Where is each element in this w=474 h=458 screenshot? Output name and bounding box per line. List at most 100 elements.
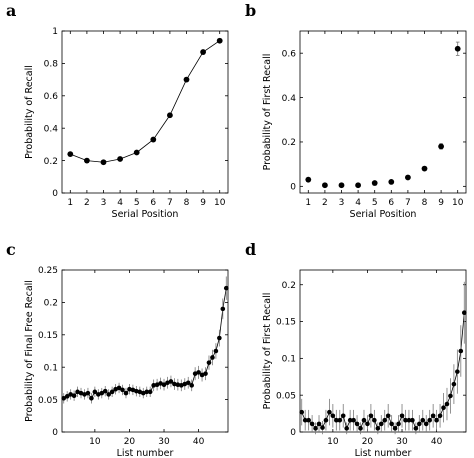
panel-a-data-point bbox=[216, 37, 223, 44]
panel-d-data-point bbox=[458, 348, 464, 354]
panel-c-x-axis-label: List number bbox=[117, 448, 174, 458]
panel-b-data-point bbox=[355, 182, 361, 189]
panel-d-data-point bbox=[330, 413, 336, 419]
panel-d-data-point bbox=[365, 421, 370, 427]
panel-b-x-tick-label: 3 bbox=[339, 198, 345, 208]
panel-d-data-point bbox=[372, 417, 377, 423]
panel-b-x-tick-label: 8 bbox=[422, 198, 428, 208]
panel-c-data-point bbox=[189, 383, 194, 388]
panel-d-data-point bbox=[410, 417, 415, 423]
panel-d-data-point bbox=[455, 369, 460, 374]
panel-c-y-tick-label: 0.2 bbox=[44, 299, 58, 309]
panel-a-x-tick-label: 6 bbox=[150, 198, 156, 208]
panel-c-data-point bbox=[75, 389, 80, 395]
panel-d-data-point bbox=[427, 417, 432, 423]
panel-c-data-point bbox=[206, 360, 212, 365]
panel-d-data-point bbox=[423, 421, 429, 427]
panel-c-data-point bbox=[130, 387, 136, 393]
panel-c-data-point bbox=[68, 392, 73, 397]
panel-c-data-point bbox=[151, 383, 156, 388]
panel-b-x-axis-label: Serial Position bbox=[350, 209, 417, 220]
panel-a-x-tick-label: 5 bbox=[134, 198, 140, 208]
panel-d-data-point bbox=[323, 417, 329, 423]
panel-c-x-tick-label: 10 bbox=[89, 437, 101, 447]
panel-c-data-point bbox=[85, 390, 91, 396]
panel-d: d 10 20 30 40 0 0.05 0.1 0.15 0.2 List number Prob… bbox=[245, 240, 467, 458]
panel-b-x-tick-label: 2 bbox=[322, 198, 328, 208]
panel-c-data-point bbox=[220, 306, 226, 312]
panel-a-y-axis-label: Probability of Recall bbox=[24, 65, 35, 159]
panel-d-data-point bbox=[444, 401, 450, 407]
panel-c-data-point bbox=[172, 381, 177, 387]
panel-b-x-tick-label: 10 bbox=[452, 198, 464, 208]
panel-a-data-point bbox=[150, 136, 157, 143]
panel-d-data-point bbox=[368, 413, 374, 419]
panel-a-letter: a bbox=[6, 1, 16, 20]
panel-b-data-point bbox=[421, 165, 428, 172]
panel-d-data-point bbox=[389, 421, 394, 427]
panel-c-y-tick-label: 0.1 bbox=[44, 363, 58, 373]
panel-b-x-tick-label: 4 bbox=[355, 198, 361, 208]
panel-a-x-tick-label: 7 bbox=[167, 198, 173, 208]
panel-c-data-point bbox=[168, 379, 174, 384]
panel-a-y-tick-label: 0.2 bbox=[44, 157, 58, 167]
panel-c-data-point bbox=[106, 392, 111, 397]
panel-b-data-point bbox=[371, 180, 378, 186]
panel-a-x-tick-label: 10 bbox=[214, 198, 226, 208]
panel-c-data-point bbox=[140, 390, 146, 396]
panel-c-data-point bbox=[203, 371, 208, 376]
panel-d-data-point bbox=[316, 421, 322, 427]
panel-c-data-point bbox=[154, 382, 160, 387]
panel-d-data-point bbox=[382, 417, 388, 423]
panel-b-x-tick-label: 9 bbox=[438, 198, 444, 208]
panel-c-data-point bbox=[64, 394, 70, 399]
panel-d-data-point bbox=[337, 417, 343, 423]
panel-d-data-point bbox=[451, 381, 457, 387]
panel-a-data-point bbox=[133, 149, 140, 156]
panel-c-data-point bbox=[82, 392, 87, 397]
panel-c-series-line bbox=[63, 288, 227, 400]
panel-b-y-tick-label: 0.4 bbox=[282, 94, 297, 104]
panel-d-data-point bbox=[358, 426, 363, 431]
panel-c-data-point bbox=[185, 380, 191, 386]
panel-b-letter: b bbox=[245, 1, 256, 20]
panel-c-data-point bbox=[199, 372, 205, 378]
panel-d-data-point bbox=[361, 417, 367, 423]
panel-c-data-point bbox=[137, 389, 143, 395]
panel-d-data-point bbox=[448, 393, 453, 399]
panel-d-data-point bbox=[406, 417, 412, 423]
panel-a-data-point bbox=[84, 157, 90, 164]
panel-a-x-tick-label: 2 bbox=[84, 198, 90, 208]
panel-d-x-tick-label: 40 bbox=[431, 437, 443, 447]
panel-d-data-point bbox=[396, 421, 401, 427]
panel-a-x-tick-label: 3 bbox=[101, 198, 107, 208]
panel-b-y-tick-label: 0 bbox=[290, 183, 296, 193]
panel-a-y-tick-label: 1 bbox=[52, 27, 58, 37]
panel-d-x-tick-label: 30 bbox=[396, 437, 408, 447]
panel-c-data-point bbox=[96, 392, 101, 397]
panel-c-data-point bbox=[175, 382, 181, 387]
panel-d-data-point bbox=[441, 405, 446, 411]
panel-d-y-tick-label: 0.2 bbox=[282, 281, 296, 291]
panel-d-data-point bbox=[417, 421, 422, 427]
panel-d-data-point bbox=[302, 417, 308, 423]
panel-b-x-tick-label: 1 bbox=[305, 198, 311, 208]
panel-d-data-point bbox=[354, 421, 360, 427]
panel-b-data-point bbox=[338, 182, 345, 189]
panel-d-data-point bbox=[320, 425, 325, 430]
panel-c-data-point bbox=[217, 335, 222, 341]
panel-c-data-point bbox=[123, 390, 129, 396]
panel-c-data-point bbox=[147, 389, 153, 395]
panel-c-y-tick-label: 0 bbox=[52, 428, 58, 438]
panel-d-data-point bbox=[306, 417, 311, 423]
panel-d-data-point bbox=[461, 310, 467, 316]
panel-c-data-point bbox=[71, 393, 77, 399]
panel-d-data-point bbox=[413, 426, 419, 431]
panel-d-x-tick-label: 10 bbox=[327, 437, 339, 447]
panel-d-data-point bbox=[340, 413, 346, 419]
panel-d-y-tick-label: 0.05 bbox=[276, 391, 296, 401]
panel-d-data-point bbox=[313, 426, 318, 431]
panel-c-data-point bbox=[213, 348, 219, 354]
